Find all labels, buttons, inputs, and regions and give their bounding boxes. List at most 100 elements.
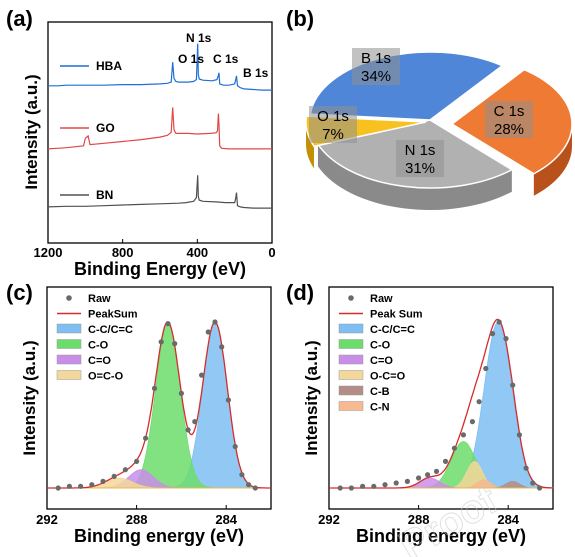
- legend-label-peaksum: PeakSum: [88, 309, 138, 321]
- legend-label-o-c-o: O=C-O: [88, 371, 124, 383]
- plot-frame: [46, 286, 272, 510]
- raw-data-point: [143, 435, 149, 441]
- raw-data-point: [523, 465, 529, 471]
- raw-data-point: [496, 319, 502, 325]
- pie-side-group: [306, 122, 572, 211]
- x-tick-label: 288: [408, 512, 430, 527]
- raw-data-point: [111, 473, 117, 479]
- raw-data-point: [66, 483, 72, 489]
- pie-label-box-b-1s: [352, 48, 400, 85]
- pie-label-c-1s: C 1s: [494, 103, 525, 120]
- legend-label-c-b: C-B: [370, 386, 390, 398]
- raw-data-point: [425, 472, 431, 478]
- raw-data-point: [416, 475, 422, 481]
- raw-data-point: [192, 419, 198, 425]
- raw-data-point: [348, 485, 354, 491]
- legend-label-bn: BN: [96, 188, 113, 202]
- pie-label-b-1s: B 1s: [361, 50, 391, 67]
- pie-side-n-1s: [317, 144, 512, 211]
- raw-data-point: [165, 321, 171, 327]
- raw-data-point: [239, 472, 245, 478]
- raw-data-point: [185, 427, 191, 433]
- peak-annotation-b-1s: B 1s: [243, 66, 269, 80]
- raw-data-point: [78, 483, 84, 489]
- legend-label-raw: Raw: [370, 293, 393, 305]
- raw-data-point: [100, 478, 106, 484]
- plot-frame: [47, 21, 273, 244]
- x-axis-title: Binding energy (eV): [74, 526, 244, 546]
- legend-swatch-c-c-c-c: [56, 323, 82, 334]
- panel-label-a: (a): [6, 6, 33, 31]
- plot-frame: [328, 286, 554, 510]
- raw-data-point: [476, 399, 482, 405]
- raw-data-point: [205, 329, 211, 335]
- raw-data-point: [530, 480, 536, 486]
- raw-data-point: [393, 480, 399, 486]
- legend-swatch-o-c-o: [56, 370, 82, 380]
- x-tick-label: 1200: [34, 245, 63, 260]
- raw-data-point: [252, 485, 258, 491]
- raw-data-point: [510, 382, 516, 388]
- peaksum-line: [47, 321, 271, 489]
- raw-data-point: [360, 483, 366, 489]
- raw-data-point: [433, 468, 440, 474]
- legend-marker-raw: [66, 295, 72, 301]
- peak-annotation-o-1s: O 1s: [178, 52, 204, 66]
- raw-data-point: [489, 331, 496, 337]
- legend-label-c-o: C=O: [88, 355, 111, 367]
- series-line-bn: [47, 175, 272, 209]
- raw-data-point: [442, 458, 449, 464]
- legend-label-hba: HBA: [96, 59, 122, 73]
- x-tick-label: 284: [497, 512, 519, 527]
- raw-data-point: [516, 432, 523, 438]
- raw-data-point: [122, 467, 128, 473]
- panel-label-d: (d): [286, 280, 314, 305]
- raw-data-point: [469, 419, 475, 425]
- raw-data-point: [212, 319, 218, 325]
- raw-data-point: [172, 341, 178, 347]
- pie-value-b-1s: 34%: [361, 68, 391, 85]
- raw-data-point: [451, 445, 457, 451]
- legend-label-c-c-c-c: C-C/C=C: [370, 324, 415, 336]
- raw-data-point: [134, 458, 140, 464]
- legend-swatch-c-o: [338, 339, 364, 349]
- raw-data-point: [503, 336, 509, 342]
- legend-swatch-c-n: [338, 401, 364, 411]
- raw-data-point: [246, 482, 252, 488]
- legend-label-c-n: C-N: [370, 402, 390, 414]
- y-axis-title: Intensity (a.u.): [302, 340, 321, 455]
- x-axis-title: Binding Energy (eV): [74, 259, 246, 279]
- panel-a-survey-chart: HBA GO BN O 1s N 1sC 1s B 1s 1200 800 400 0 Bindin…: [22, 21, 276, 279]
- raw-data-point: [199, 372, 205, 378]
- legend-label-c-o: C-O: [370, 340, 391, 352]
- raw-data-point: [151, 385, 158, 391]
- raw-data-point: [337, 485, 343, 491]
- peak-annotation-c-1s: C 1s: [213, 52, 239, 66]
- x-tick-label: 292: [36, 512, 58, 527]
- y-axis-title: Intensity (a.u.): [20, 340, 39, 455]
- legend-label-c-o: C=O: [370, 355, 393, 367]
- raw-data-point: [371, 483, 377, 489]
- raw-data-point: [483, 365, 489, 372]
- legend-swatch-c-o: [56, 339, 82, 349]
- legend-swatch-o-c-o: [338, 370, 364, 380]
- x-tick-label: 400: [186, 245, 208, 260]
- pie-value-c-1s: 28%: [494, 121, 524, 138]
- raw-data-point: [382, 482, 388, 488]
- pie-value-o-1s: 7%: [322, 126, 344, 143]
- raw-data-point: [219, 344, 225, 350]
- legend-swatch-c-b: [338, 385, 364, 396]
- raw-data-point: [460, 432, 466, 438]
- pie-value-n-1s: 31%: [405, 160, 435, 177]
- pie-label-o-1s: O 1s: [317, 108, 349, 125]
- legend-label-peak-sum: Peak Sum: [370, 309, 423, 321]
- raw-data-point: [178, 390, 184, 396]
- pie-label-n-1s: N 1s: [405, 142, 436, 159]
- legend-label-c-c-c-c: C-C/C=C: [88, 324, 133, 336]
- panel-label-b: (b): [286, 6, 314, 31]
- series-line-hba: [48, 43, 272, 91]
